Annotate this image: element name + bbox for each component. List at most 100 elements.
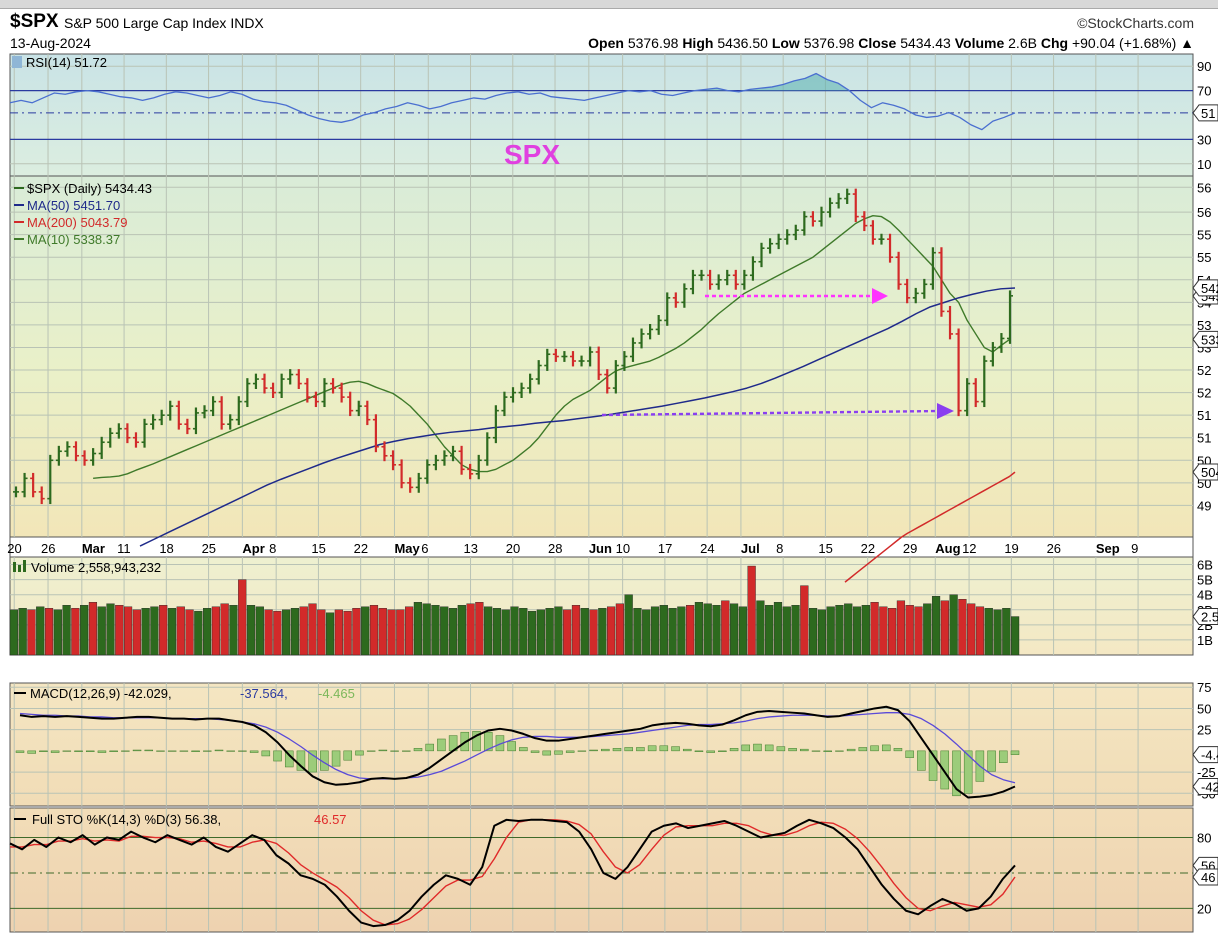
volume-bar (580, 608, 589, 656)
volume-bar (905, 605, 914, 656)
ma200-line (844, 471, 1016, 583)
volume-bar (18, 608, 27, 656)
date-tick-label: 8 (269, 541, 276, 556)
macd-histogram-bar (402, 750, 411, 752)
volume-bar (475, 602, 484, 656)
volume-bar (378, 608, 387, 656)
macd-histogram-bar (764, 744, 774, 752)
ma10-line (93, 215, 1011, 480)
macd-histogram-bar (917, 750, 926, 771)
macd-histogram-bar (963, 750, 973, 794)
date-tick-label: 10 (616, 541, 630, 556)
volume-bar (870, 602, 879, 656)
volume-bar (975, 606, 985, 656)
date-tick-label: Jun (589, 541, 612, 556)
macd-value-label-tag (1192, 746, 1218, 764)
volume-bar (405, 606, 414, 656)
macd-histogram-bar (718, 750, 727, 752)
macd-value-label: -42 (1201, 780, 1218, 795)
volume-bar (80, 605, 89, 656)
macd-histogram-bar (27, 750, 36, 754)
macd-histogram-bar (928, 750, 938, 781)
volume-bar (721, 600, 730, 656)
macd-histogram-bar (987, 750, 996, 772)
volume-bar (238, 579, 247, 656)
price-legend-entry: $SPX (Daily) 5434.43 (27, 181, 152, 196)
volume-bar (642, 609, 651, 656)
macd-histogram-bar (121, 750, 130, 752)
macd-histogram-bar (507, 741, 516, 752)
copyright-icon: © (1077, 15, 1088, 31)
macd-histogram-bar (952, 750, 961, 797)
date-tick-label: 28 (548, 541, 562, 556)
rsi-y-tick: 70 (1197, 84, 1211, 99)
macd-hist-legend: -4.465 (318, 686, 355, 701)
price-y-tick: 52 (1197, 363, 1211, 378)
volume-bar (668, 608, 677, 656)
volume-bar (510, 606, 519, 656)
sto-d-legend: 46.57 (314, 812, 347, 827)
volume-bar (396, 609, 405, 656)
macd-histogram-bar (800, 748, 809, 752)
macd-histogram-bar (483, 731, 493, 752)
volume-bar (958, 599, 967, 656)
exchange-code: INDX (230, 15, 264, 31)
volume-bar (71, 608, 80, 656)
volume-bar (563, 609, 572, 656)
rsi-legend: RSI(14) 51.72 (26, 55, 107, 70)
volume-bar (931, 596, 941, 656)
volume-bar (607, 606, 616, 656)
brand-name: StockCharts.com (1087, 15, 1194, 31)
macd-histogram-bar (167, 750, 177, 752)
macd-histogram-bar (565, 750, 575, 753)
date-axis-strip (9, 536, 1194, 558)
macd-histogram-bar (612, 748, 622, 752)
rsi-y-tick: 10 (1197, 157, 1211, 172)
price-y-tick: 49 (1197, 498, 1211, 513)
macd-histogram-bar (519, 747, 528, 752)
volume-bar (844, 603, 853, 656)
macd-histogram-bar (659, 745, 669, 752)
macd-histogram-bar (905, 750, 914, 758)
quote-summary: Open 5376.98 High 5436.50 Low 5376.98 Cl… (588, 35, 1194, 51)
volume-bar (993, 609, 1002, 656)
volume-y-tick: 5B (1197, 573, 1213, 588)
macd-histogram-bar (273, 750, 282, 762)
date-tick-label: 6 (421, 541, 428, 556)
volume-bar (440, 606, 449, 656)
volume-bar (633, 608, 642, 656)
macd-histogram-bar (343, 750, 353, 761)
macd-histogram-bar (390, 750, 399, 752)
rsi-y-tick: 90 (1197, 59, 1211, 74)
volume-bar (369, 605, 379, 656)
sto-value-label: 46 (1201, 870, 1215, 885)
price-y-tick: 51 (1197, 408, 1211, 423)
price-y-tick: 55 (1197, 250, 1211, 265)
change-label: Chg (1040, 35, 1069, 51)
volume-bar (545, 608, 554, 656)
macd-histogram-bar (893, 748, 903, 752)
macd-histogram-bar (776, 746, 786, 752)
macd-line (19, 705, 1016, 799)
macd-histogram-bar (144, 749, 154, 752)
macd-histogram-bar (15, 750, 25, 753)
price-y-tick: 55 (1197, 228, 1211, 243)
macd-histogram-bar (811, 750, 821, 752)
price-y-tick: 56 (1197, 205, 1211, 220)
volume-y-tick: 1B (1197, 633, 1213, 648)
panel-rsi (9, 53, 1194, 177)
volume-bar (1011, 616, 1020, 656)
volume-bar (589, 609, 598, 656)
date-tick-label: Jul (741, 541, 760, 556)
volume-bar (879, 606, 888, 656)
macd-histogram-bar (823, 750, 832, 752)
volume-bar (273, 611, 282, 656)
macd-histogram-bar (437, 738, 446, 752)
volume-legend-icon (13, 562, 16, 572)
open-value: 5376.98 (627, 35, 679, 51)
price-value-label: 533 (1201, 332, 1218, 347)
volume-bar (650, 606, 660, 656)
macd-histogram-bar (296, 750, 306, 771)
macd-histogram-bar (425, 743, 434, 752)
